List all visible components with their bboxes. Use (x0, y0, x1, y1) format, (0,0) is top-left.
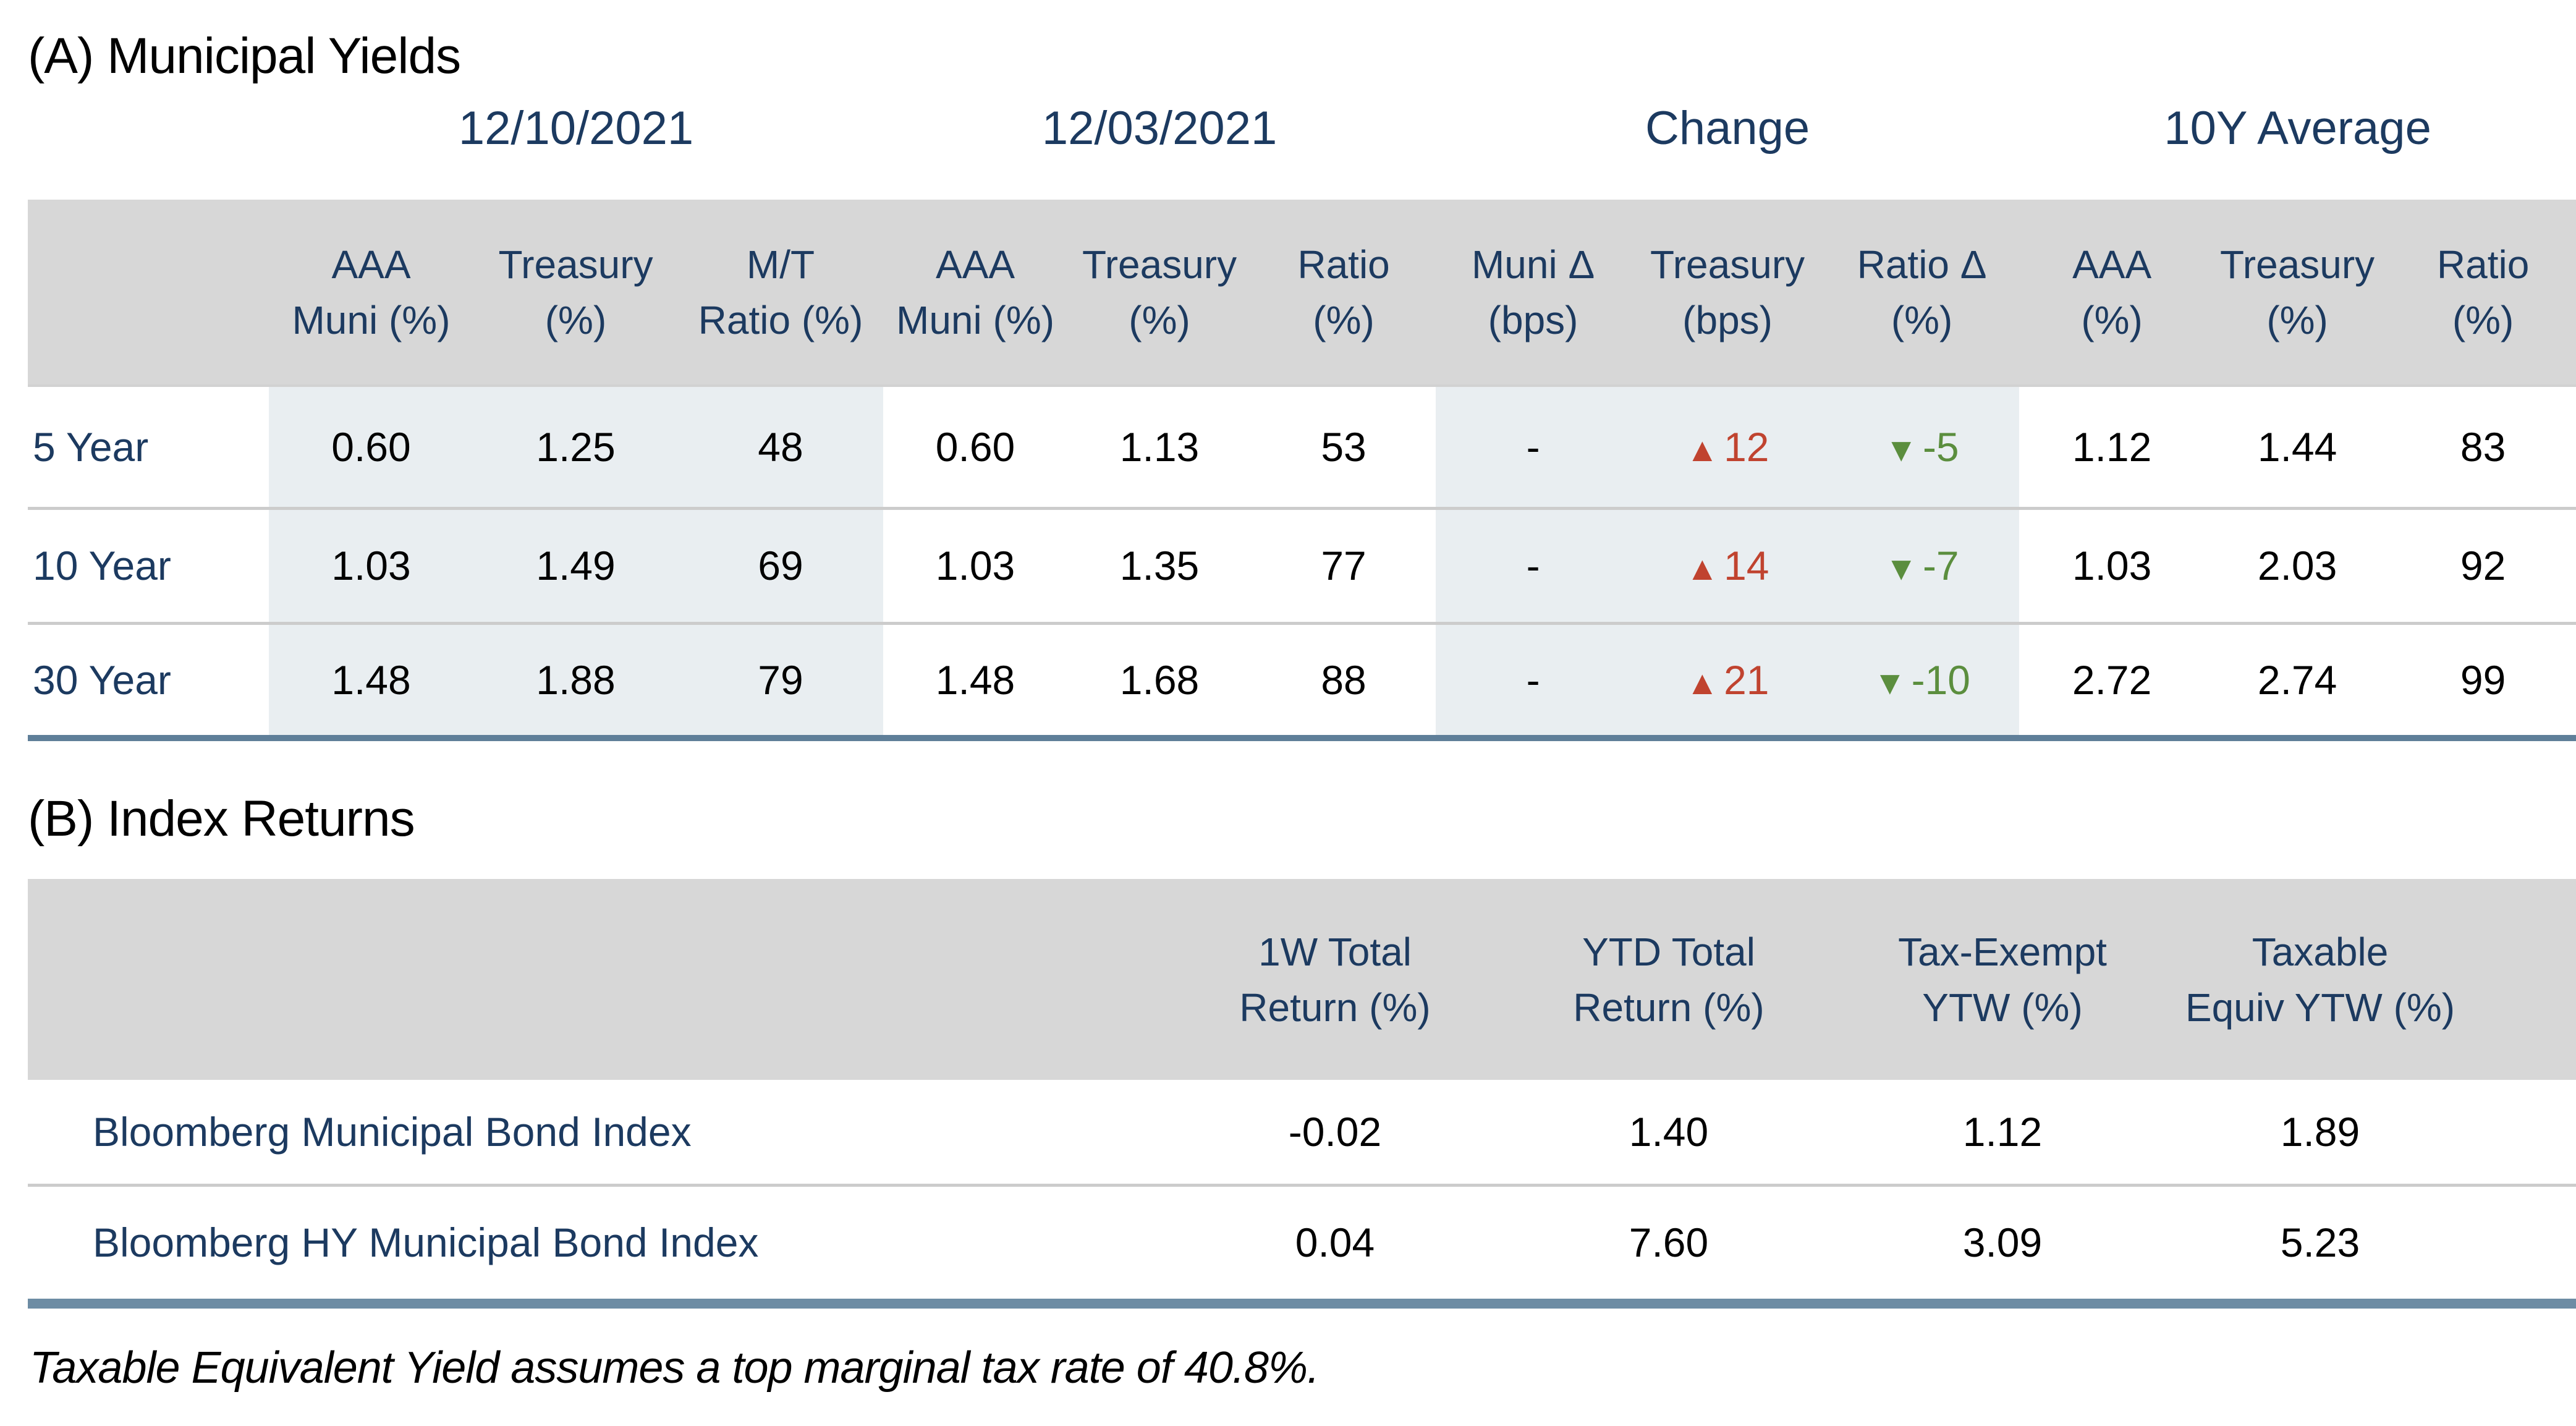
muni-delta-cell: - (1436, 506, 1631, 623)
treasury-delta-cell: ▲ 14 (1630, 506, 1825, 623)
change-value: -7 (1922, 543, 1959, 588)
value-cell: 1.12 (1962, 1108, 2043, 1155)
value-cell: 1.35 (1067, 506, 1252, 623)
municipal-yields-table: 12/10/2021 12/03/2021 Change 10Y Average… (28, 93, 2576, 741)
value-cell: 1.44 (2205, 384, 2391, 508)
row-label: Bloomberg Municipal Bond Index (93, 1108, 692, 1155)
group-header-12-10: 12/10/2021 (458, 102, 694, 155)
ratio-delta-cell: ▼ -10 (1824, 621, 2020, 738)
row-label: 5 Year (28, 384, 269, 508)
value-cell: 1.03 (2019, 506, 2205, 623)
group-header-10y-avg: 10Y Average (2164, 102, 2431, 155)
ratio-delta-cell: ▼ -5 (1824, 384, 2020, 508)
treasury-delta-cell: ▲ 21 (1630, 621, 1825, 738)
row-label: 30 Year (28, 621, 269, 738)
section-b-title: (B) Index Returns (28, 791, 415, 847)
value-cell: 3.09 (1836, 1183, 2169, 1304)
empty-header-cell (28, 200, 269, 386)
value-cell: 53 (1252, 384, 1436, 508)
column-header: 1W Total Return (%) (1239, 929, 1431, 1030)
value-cell: 1.48 (883, 621, 1068, 738)
value-cell: 92 (2390, 506, 2576, 623)
value-cell: -0.02 (1288, 1108, 1382, 1155)
column-header: Treasury (bps) (1650, 242, 1805, 342)
value-cell: 1.89 (2280, 1108, 2360, 1155)
value-cell: 1.68 (1067, 621, 1252, 738)
value-cell: 2.74 (2205, 621, 2391, 738)
column-header: Ratio (%) (1297, 242, 1390, 342)
value-cell: 0.60 (883, 384, 1068, 508)
column-header: Ratio (%) (2436, 242, 2530, 342)
value-cell: 1.03 (269, 506, 473, 623)
down-triangle-icon: ▼ (1884, 431, 1918, 469)
column-header-row: 1W Total Return (%) YTD Total Return (%) T… (28, 879, 2576, 1080)
value-cell: 1.12 (2019, 384, 2205, 508)
value-cell: 69 (678, 506, 884, 623)
index-returns-table: 1W Total Return (%) YTD Total Return (%) T… (28, 879, 2576, 1309)
column-header: YTD Total Return (%) (1573, 929, 1765, 1030)
value-cell: 83 (2390, 384, 2576, 508)
value-cell: 88 (1252, 621, 1436, 738)
change-value: 14 (1724, 543, 1769, 588)
date-group-header-row: 12/10/2021 12/03/2021 Change 10Y Average (28, 93, 2576, 200)
value-cell: 5.23 (2169, 1183, 2576, 1304)
value-cell: 1.40 (1629, 1108, 1709, 1155)
muni-delta-cell: - (1436, 384, 1631, 508)
empty-header-cell (28, 879, 1168, 1080)
value-cell: 1.13 (1067, 384, 1252, 508)
column-header: Treasury (%) (2220, 242, 2375, 342)
column-header: Taxable Equiv YTW (%) (2185, 929, 2455, 1030)
group-header-change: Change (1645, 102, 1810, 155)
value-cell: 99 (2390, 621, 2576, 738)
muni-delta-cell: - (1436, 621, 1631, 738)
change-value: 12 (1724, 423, 1769, 470)
value-cell: 79 (678, 621, 884, 738)
change-value: -5 (1922, 423, 1959, 470)
value-cell: 2.03 (2205, 506, 2391, 623)
change-value: -10 (1911, 656, 1970, 703)
table-row-bloomberg-hy-muni: Bloomberg HY Municipal Bond Index 0.04 7… (28, 1183, 2576, 1304)
treasury-delta-cell: ▲ 12 (1630, 384, 1825, 508)
up-triangle-icon: ▲ (1685, 664, 1719, 702)
up-triangle-icon: ▲ (1685, 550, 1719, 587)
column-header: Ratio Δ (%) (1857, 242, 1987, 342)
value-cell: 77 (1252, 506, 1436, 623)
value-cell: 1.03 (883, 506, 1068, 623)
empty-corner-cell (28, 93, 269, 200)
row-label: 10 Year (28, 506, 269, 623)
column-header: AAA (%) (2072, 242, 2152, 342)
column-header: AAA Muni (%) (896, 242, 1055, 342)
value-cell: 1.49 (473, 506, 678, 623)
up-triangle-icon: ▲ (1685, 431, 1719, 469)
group-header-12-03: 12/03/2021 (1041, 102, 1277, 155)
footnote: Taxable Equivalent Yield assumes a top m… (30, 1343, 1320, 1393)
table-row-5-year: 5 Year 0.60 1.25 48 0.60 1.13 53 - ▲ 12 ▼… (28, 384, 2576, 508)
table-row-10-year: 10 Year 1.03 1.49 69 1.03 1.35 77 - ▲ 14 … (28, 506, 2576, 623)
column-header: Muni Δ (bps) (1471, 242, 1595, 342)
ratio-delta-cell: ▼ -7 (1824, 506, 2020, 623)
value-cell: 1.25 (473, 384, 678, 508)
down-triangle-icon: ▼ (1884, 550, 1918, 587)
value-cell: 1.48 (269, 621, 473, 738)
column-header: Tax-Exempt YTW (%) (1898, 929, 2107, 1030)
table-row-bloomberg-muni: Bloomberg Municipal Bond Index -0.02 1.4… (28, 1080, 2576, 1185)
down-triangle-icon: ▼ (1873, 664, 1907, 702)
value-cell: 0.60 (269, 384, 473, 508)
column-header: M/T Ratio (%) (698, 242, 863, 342)
section-a-title: (A) Municipal Yields (28, 28, 461, 84)
value-cell: 2.72 (2019, 621, 2205, 738)
row-label: Bloomberg HY Municipal Bond Index (28, 1183, 1168, 1304)
table-row-30-year: 30 Year 1.48 1.88 79 1.48 1.68 88 - ▲ 21 … (28, 621, 2576, 738)
column-header-row: AAA Muni (%) Treasury (%) M/T Ratio (%) AAA… (28, 200, 2576, 386)
value-cell: 0.04 (1168, 1183, 1502, 1304)
value-cell: 7.60 (1502, 1183, 1836, 1304)
change-value: 21 (1724, 656, 1769, 703)
value-cell: 1.88 (473, 621, 678, 738)
column-header: AAA Muni (%) (292, 242, 451, 342)
value-cell: 48 (678, 384, 884, 508)
column-header: Treasury (%) (498, 242, 653, 342)
column-header: Treasury (%) (1082, 242, 1237, 342)
